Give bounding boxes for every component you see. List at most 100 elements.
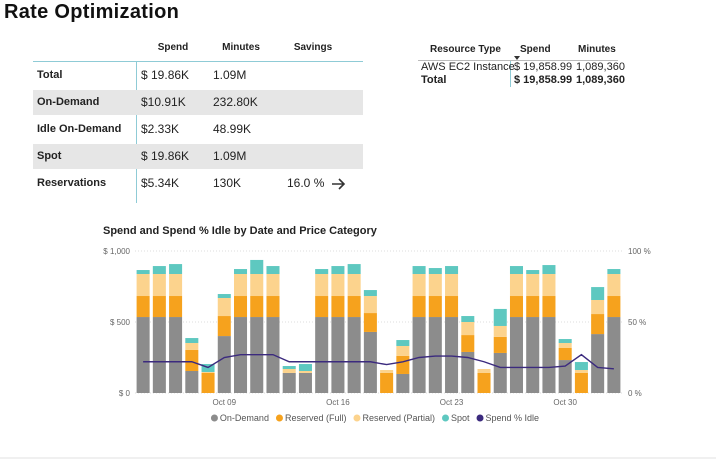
- bar-segment: [250, 296, 264, 318]
- bar-segment: [217, 336, 231, 393]
- cell-value: 1.09M: [213, 149, 247, 163]
- bar-segment: [152, 296, 166, 318]
- bar-segment: [558, 343, 572, 348]
- x-tick-label: Oct 30: [553, 398, 577, 407]
- line: [143, 353, 614, 370]
- bar-segment: [477, 369, 491, 373]
- cell-value: 16.0 %: [287, 176, 325, 190]
- bar-segment: [234, 274, 248, 297]
- bar-segment: [412, 296, 426, 318]
- bar-segment: [266, 266, 280, 275]
- bar-segment: [217, 316, 231, 337]
- bar-segment: [591, 287, 605, 300]
- bar-segment: [298, 370, 312, 373]
- resource-table: Resource Type Spend Minutes AWS EC2 Instanc…: [418, 40, 625, 90]
- cell-value: 48.99K: [213, 122, 252, 136]
- bar-segment: [396, 340, 410, 346]
- bar-segment: [396, 355, 410, 374]
- legend-marker: [353, 414, 361, 422]
- row-label: Total: [421, 74, 447, 86]
- bar-segment: [526, 274, 540, 297]
- cell-value: 232.80K: [213, 95, 258, 109]
- y2-tick-label: 0 %: [628, 389, 642, 398]
- bar-segment: [542, 274, 556, 297]
- bar-segment: [363, 290, 377, 297]
- row-label: AWS EC2 Instance: [421, 61, 515, 73]
- row-band: [33, 90, 363, 115]
- bar-segment: [445, 317, 459, 393]
- x-tick-label: Oct 09: [212, 398, 236, 407]
- bar-segment: [607, 317, 621, 393]
- legend-marker: [442, 414, 450, 422]
- y-tick-label: $ 500: [110, 318, 131, 327]
- cell-value: 130K: [213, 176, 242, 190]
- bar-segment: [136, 270, 150, 275]
- cell-value: $ 19.86K: [141, 149, 190, 163]
- header-rule: [33, 61, 363, 62]
- column-header: Minutes: [578, 44, 616, 55]
- column-header: Resource Type: [430, 44, 501, 55]
- bar-segment: [461, 351, 475, 393]
- legend-marker: [476, 414, 484, 422]
- bar-segment: [607, 274, 621, 297]
- column-header: Savings: [293, 42, 333, 53]
- legend-label: Reserved (Partial): [362, 413, 435, 423]
- y2-tick-label: 50 %: [628, 318, 646, 327]
- bar-segment: [266, 296, 280, 318]
- cell-value: 1,089,360: [576, 61, 625, 73]
- bar-segment: [185, 338, 199, 344]
- bar-segment: [591, 314, 605, 335]
- summary-table: Spend Minutes Savings Total $ 19.86K 1.09M On-…: [33, 38, 363, 203]
- bar-segment: [428, 268, 442, 275]
- cell-value: $ 19,858.99: [514, 61, 573, 73]
- bar-segment: [591, 334, 605, 393]
- bar-segment: [380, 372, 394, 393]
- bar-segment: [558, 339, 572, 344]
- bar-segment: [461, 316, 475, 322]
- bar-segment: [558, 360, 572, 393]
- column-header: Spend: [157, 42, 189, 53]
- bar-segment: [250, 274, 264, 297]
- cell-value: 1,089,360: [576, 74, 625, 86]
- bar-segment: [493, 336, 507, 353]
- row-label: Reservations: [37, 177, 107, 189]
- bar-segment: [185, 343, 199, 350]
- column-rule: [136, 62, 137, 203]
- bar-segment: [574, 369, 588, 373]
- bar-segment: [412, 317, 426, 393]
- bar-segment: [363, 313, 377, 332]
- cell-value: $10.91K: [141, 95, 186, 109]
- bar-segment: [282, 372, 296, 393]
- legend-label: Spot: [451, 413, 470, 423]
- bar-segment: [445, 266, 459, 275]
- bar-segment: [136, 274, 150, 297]
- bar-segment: [493, 308, 507, 326]
- bar-segment: [347, 317, 361, 393]
- bar-segment: [412, 274, 426, 297]
- bar-segment: [298, 364, 312, 371]
- bar-segment: [217, 298, 231, 317]
- row-label: On-Demand: [37, 96, 100, 108]
- bar-segment: [185, 370, 199, 393]
- row-label: Spot: [37, 150, 62, 162]
- sort-marker: [514, 56, 520, 60]
- column-rule: [510, 61, 511, 87]
- bar-segment: [461, 322, 475, 336]
- bar-segment: [574, 362, 588, 370]
- arrow-icon[interactable]: [331, 177, 347, 191]
- bar-segment: [509, 317, 523, 393]
- bar-segment: [461, 335, 475, 352]
- bar-segment: [509, 266, 523, 275]
- bar-segment: [315, 296, 329, 318]
- bar-segment: [509, 296, 523, 318]
- bar-segment: [136, 296, 150, 318]
- bar-segment: [315, 274, 329, 297]
- legend-label: Spend % Idle: [486, 413, 540, 423]
- page-title: Rate Optimization: [4, 1, 180, 23]
- bar-segment: [363, 296, 377, 314]
- x-tick-label: Oct 23: [440, 398, 464, 407]
- bar-segment: [526, 296, 540, 318]
- bar-segment: [298, 372, 312, 393]
